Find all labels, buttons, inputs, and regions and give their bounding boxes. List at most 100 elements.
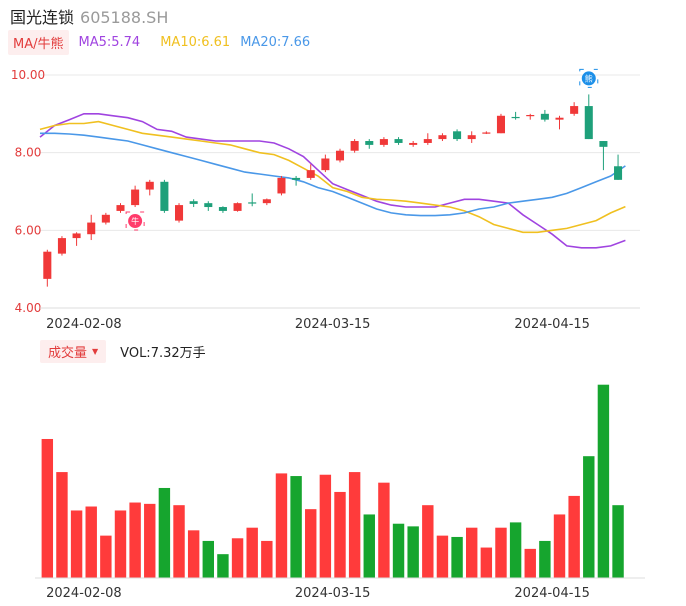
candle xyxy=(306,164,315,180)
x-tick-label: 2024-03-15 xyxy=(295,317,371,332)
candle-body xyxy=(540,113,549,120)
candle-body xyxy=(72,233,81,239)
candle-body xyxy=(584,106,593,140)
candle xyxy=(72,232,81,246)
candle xyxy=(555,115,564,130)
ma5-label: MA5:5.74 xyxy=(78,34,141,50)
candle-body xyxy=(57,238,66,254)
volume-legend: 成交量 ▼ VOL:7.32万手 xyxy=(40,339,206,363)
y-tick-label: 10.00 xyxy=(11,68,45,82)
candle-body xyxy=(511,116,520,119)
y-tick-label: 8.00 xyxy=(15,146,42,160)
candle-body xyxy=(409,142,418,145)
bear-icon xyxy=(581,71,596,86)
candle-body xyxy=(306,170,315,178)
bull-marker: 牛 xyxy=(125,211,145,231)
volume-bar xyxy=(261,540,273,578)
candle xyxy=(175,203,184,223)
candle-body xyxy=(189,201,198,204)
candle xyxy=(335,148,345,163)
candle xyxy=(526,113,535,120)
candle xyxy=(218,206,227,213)
volume-bar xyxy=(348,472,361,578)
candle-body xyxy=(116,205,125,211)
volume-x-tick-label: 2024-02-08 xyxy=(46,586,122,601)
volume-bar xyxy=(583,456,595,578)
volume-bar xyxy=(231,538,244,578)
y-tick-label: 6.00 xyxy=(15,223,42,237)
candle xyxy=(409,141,418,147)
volume-bar xyxy=(612,505,624,578)
candle-body xyxy=(292,177,301,180)
volume-bar xyxy=(41,438,54,578)
candle-body xyxy=(321,158,330,171)
candle-body xyxy=(101,214,110,223)
candle-body xyxy=(438,135,447,140)
candle xyxy=(482,131,491,135)
candle xyxy=(365,139,374,149)
volume-bar xyxy=(100,535,112,578)
candle xyxy=(496,113,505,134)
candle xyxy=(43,249,52,287)
ma10-label: MA10:6.61 xyxy=(160,34,231,50)
volume-bar xyxy=(319,474,332,578)
volume-bar xyxy=(495,527,507,578)
ma-line-ma5 xyxy=(39,113,626,249)
volume-bar xyxy=(436,535,449,578)
candle xyxy=(321,154,330,173)
volume-bar xyxy=(422,505,434,578)
volume-bar xyxy=(451,536,463,578)
volume-bar xyxy=(275,473,288,578)
volume-mode-label: 成交量 xyxy=(48,345,88,361)
ma20-label: MA20:7.66 xyxy=(240,34,311,50)
volume-bar xyxy=(290,476,302,578)
volume-bar xyxy=(363,514,375,578)
candle xyxy=(262,198,271,206)
bull-icon xyxy=(128,214,143,229)
candle xyxy=(131,185,140,208)
candle-body xyxy=(496,115,505,134)
volume-bar xyxy=(246,527,258,578)
candle-body xyxy=(423,139,432,143)
volume-x-tick-label: 2024-04-15 xyxy=(514,586,590,601)
candle xyxy=(453,129,462,142)
volume-bar xyxy=(129,502,141,578)
candle-body xyxy=(218,207,227,211)
candle-body xyxy=(160,181,169,211)
volume-bar xyxy=(480,547,493,578)
candle-body xyxy=(599,141,608,147)
volume-bar xyxy=(144,503,156,578)
volume-bar xyxy=(334,491,346,578)
ma-mode-button[interactable]: MA/牛熊 xyxy=(8,29,69,55)
marker-frame xyxy=(579,68,599,88)
dropdown-caret-icon: ▼ xyxy=(92,346,99,356)
candle-body xyxy=(555,117,564,120)
volume-mode-dropdown[interactable]: 成交量 ▼ xyxy=(40,339,107,363)
ma-line-ma20 xyxy=(40,132,626,217)
candle-body xyxy=(379,139,388,145)
candle xyxy=(584,94,593,140)
volume-bar xyxy=(597,384,610,578)
volume-bar xyxy=(85,506,97,578)
candle-body xyxy=(526,114,535,117)
volume-bar xyxy=(378,482,390,578)
candle xyxy=(394,137,403,145)
ma-line-ma10 xyxy=(39,120,626,234)
candle xyxy=(599,141,608,171)
candle-body xyxy=(614,166,623,180)
candle-body xyxy=(175,205,184,221)
volume-value: VOL:7.32万手 xyxy=(120,345,206,361)
candle-body xyxy=(248,202,257,204)
candle-body xyxy=(350,141,359,151)
candle xyxy=(233,202,242,212)
candle-body xyxy=(145,181,154,190)
volume-bar xyxy=(70,510,83,578)
volume-bar xyxy=(187,530,200,578)
candle xyxy=(204,201,213,211)
volume-bar xyxy=(202,540,214,578)
volume-bar xyxy=(509,522,522,578)
candle xyxy=(350,139,359,153)
candle-body xyxy=(453,131,462,140)
candle-body xyxy=(131,189,140,206)
